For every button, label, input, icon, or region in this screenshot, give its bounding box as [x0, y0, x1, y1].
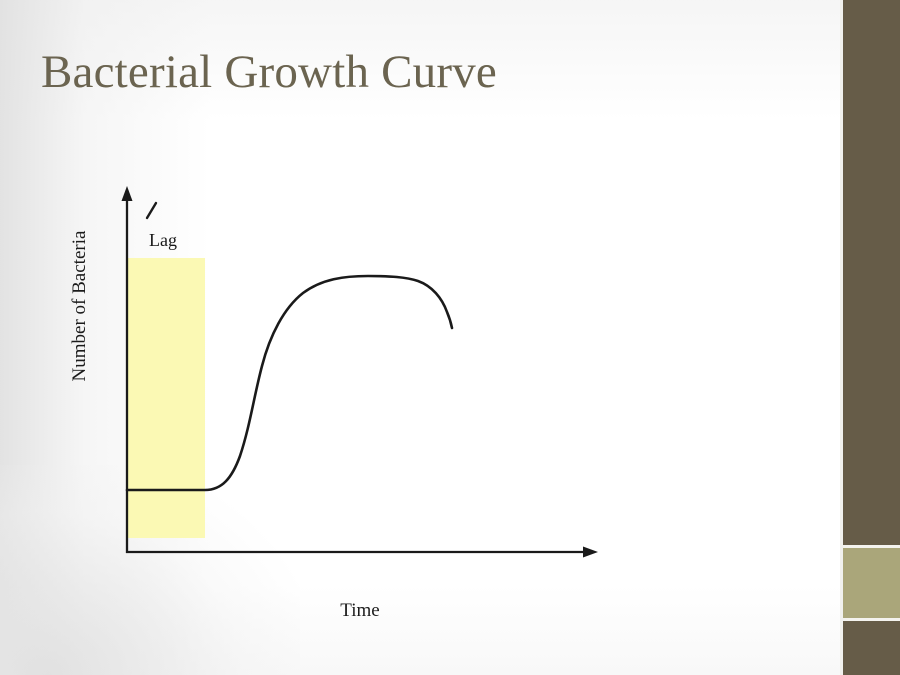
lag-phase-label: Lag [149, 230, 177, 250]
y-axis-arrow-head [121, 186, 133, 201]
slide-title: Bacterial Growth Curve [41, 46, 497, 98]
growth-curve-path [125, 274, 454, 492]
sidebar-separator-line [840, 0, 843, 675]
decorative-side-bar [843, 0, 900, 675]
sidebar-band-upper-dark [843, 0, 900, 545]
sidebar-band-separator-bottom [843, 618, 900, 621]
sidebar-band-lower-dark [843, 621, 900, 675]
x-axis-label: Time [340, 600, 380, 621]
pointer-slash-icon [145, 201, 158, 220]
x-axis-arrow-head [583, 546, 598, 558]
sidebar-band-khaki-accent [843, 548, 900, 618]
y-axis-label: Number of Bacteria [69, 230, 90, 382]
sidebar-band-separator-top [843, 545, 900, 548]
lag-phase-highlight-region [127, 258, 205, 538]
